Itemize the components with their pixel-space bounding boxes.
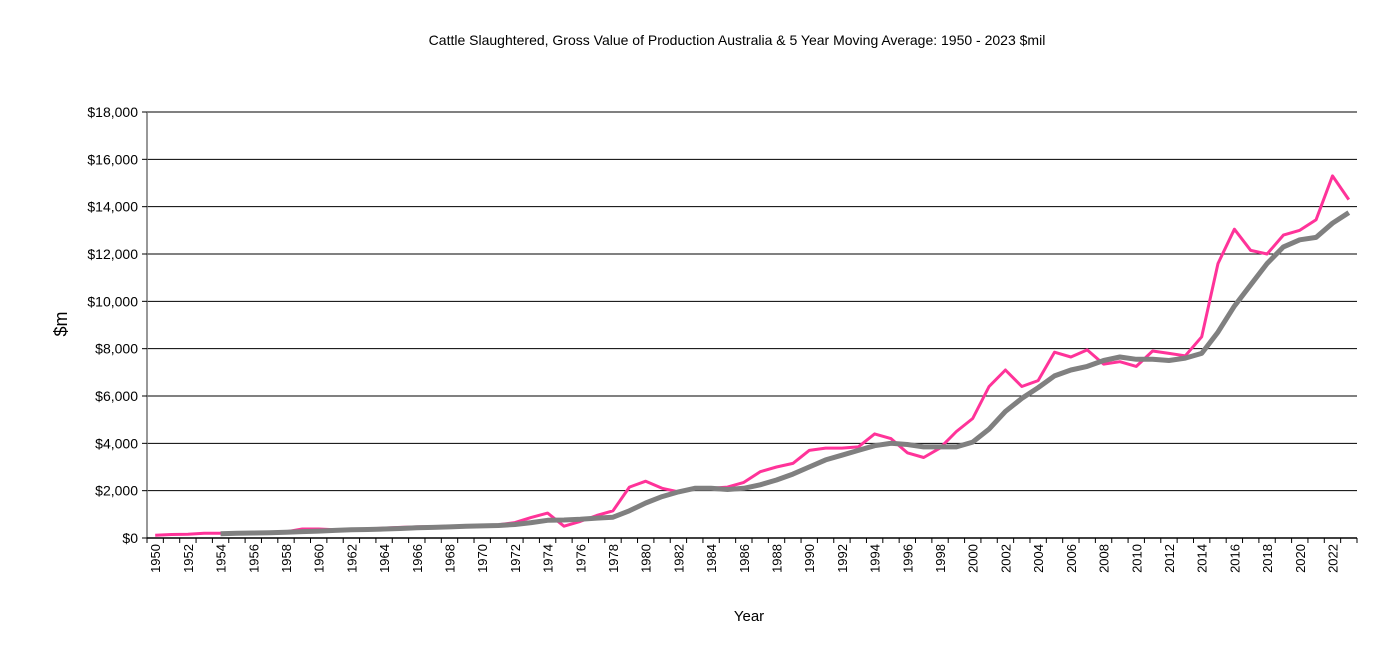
y-tick-label: $14,000 bbox=[87, 199, 138, 215]
x-tick-label: 2012 bbox=[1162, 544, 1177, 573]
x-tick-label: 2002 bbox=[998, 544, 1013, 573]
series-line-moving-average bbox=[220, 210, 1351, 537]
x-tick-label: 2000 bbox=[966, 544, 981, 573]
chart-title: Cattle Slaughtered, Gross Value of Produ… bbox=[429, 32, 1046, 48]
y-tick-label: $4,000 bbox=[95, 435, 138, 451]
x-tick-label: 1976 bbox=[573, 544, 588, 573]
x-tick-label: 2018 bbox=[1260, 544, 1275, 573]
y-tick-label: $8,000 bbox=[95, 341, 138, 357]
x-tick-label: 1986 bbox=[737, 544, 752, 573]
x-tick-label: 1982 bbox=[671, 544, 686, 573]
y-axis-label: $m bbox=[51, 311, 71, 336]
x-tick-label: 2020 bbox=[1293, 544, 1308, 573]
x-tick-label: 2008 bbox=[1097, 544, 1112, 573]
y-tick-label: $2,000 bbox=[95, 483, 138, 499]
y-tick-label: $0 bbox=[122, 530, 138, 546]
x-tick-label: 1996 bbox=[900, 544, 915, 573]
x-tick-label: 2010 bbox=[1129, 544, 1144, 573]
x-tick-label: 1966 bbox=[410, 544, 425, 573]
x-tick-label: 2014 bbox=[1195, 544, 1210, 573]
x-tick-label: 2004 bbox=[1031, 544, 1046, 573]
x-axis-label: Year bbox=[734, 608, 764, 625]
x-tick-label: 2022 bbox=[1325, 544, 1340, 573]
y-tick-label: $12,000 bbox=[87, 246, 138, 262]
x-tick-label: 1960 bbox=[312, 544, 327, 573]
y-tick-label: $18,000 bbox=[87, 104, 138, 120]
x-tick-label: 1950 bbox=[148, 544, 163, 573]
x-tick-label: 1970 bbox=[475, 544, 490, 573]
x-tick-label: 1968 bbox=[443, 544, 458, 573]
x-tick-label: 1978 bbox=[606, 544, 621, 573]
x-tick-label: 1956 bbox=[246, 544, 261, 573]
y-tick-label: $6,000 bbox=[95, 388, 138, 404]
x-tick-label: 1980 bbox=[639, 544, 654, 573]
x-tick-label: 1954 bbox=[214, 544, 229, 573]
x-tick-label: 1962 bbox=[344, 544, 359, 573]
y-tick-label: $16,000 bbox=[87, 151, 138, 167]
y-tick-label: $10,000 bbox=[87, 293, 138, 309]
x-tick-label: 1972 bbox=[508, 544, 523, 573]
x-tick-label: 1992 bbox=[835, 544, 850, 573]
x-tick-label: 1952 bbox=[181, 544, 196, 573]
x-tick-label: 1988 bbox=[770, 544, 785, 573]
x-tick-label: 1984 bbox=[704, 544, 719, 573]
x-tick-label: 1990 bbox=[802, 544, 817, 573]
x-tick-label: 1958 bbox=[279, 544, 294, 573]
series-line-gross-value bbox=[155, 174, 1351, 537]
x-tick-label: 2006 bbox=[1064, 544, 1079, 573]
x-tick-label: 1998 bbox=[933, 544, 948, 573]
x-tick-label: 1974 bbox=[541, 544, 556, 573]
x-tick-label: 2016 bbox=[1227, 544, 1242, 573]
x-tick-label: 1964 bbox=[377, 544, 392, 573]
x-tick-label: 1994 bbox=[868, 544, 883, 573]
